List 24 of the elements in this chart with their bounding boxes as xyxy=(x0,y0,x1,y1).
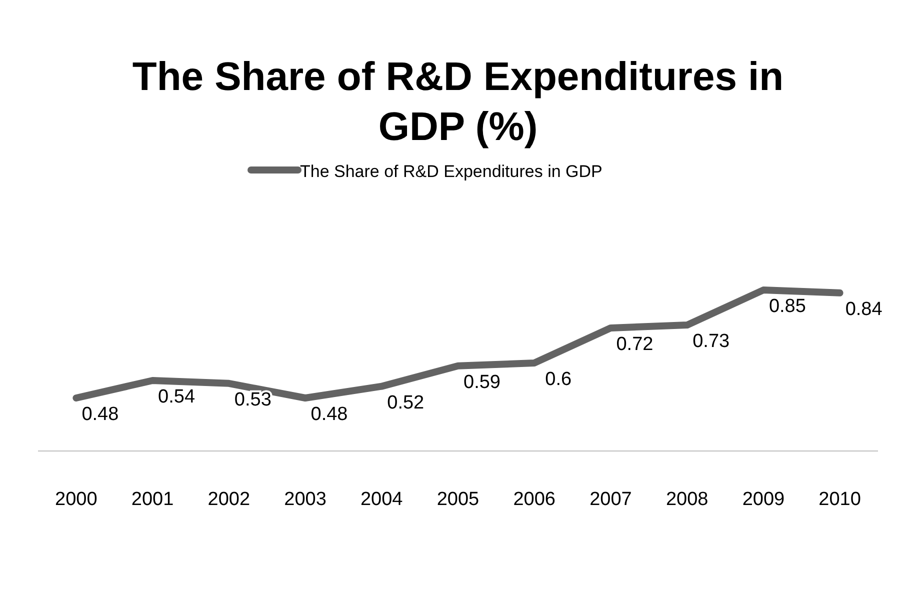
x-tick-label: 2002 xyxy=(208,489,250,510)
data-label: 0.52 xyxy=(387,392,424,414)
data-label: 0.48 xyxy=(310,404,348,425)
x-tick-label: 2004 xyxy=(360,489,404,510)
x-tick-label: 2010 xyxy=(818,489,861,510)
data-label: 0.72 xyxy=(616,334,654,355)
chart-title: The Share of R&D Expenditures in GDP (%) xyxy=(132,55,784,149)
data-label: 0.48 xyxy=(82,404,119,425)
legend-label: The Share of R&D Expenditures in GDP xyxy=(300,162,602,181)
x-tick-label: 2008 xyxy=(666,489,708,510)
data-label: 0.54 xyxy=(158,386,196,408)
x-tick-label: 2005 xyxy=(436,489,480,510)
x-tick-label: 2007 xyxy=(590,489,632,510)
data-label: 0.85 xyxy=(768,296,806,317)
x-tick-label: 2009 xyxy=(742,489,785,510)
x-tick-label: 2000 xyxy=(55,489,98,510)
x-tick-label: 2003 xyxy=(284,489,326,510)
x-tick-label: 2006 xyxy=(513,489,556,510)
data-label: 0.84 xyxy=(845,298,883,320)
data-label: 0.6 xyxy=(545,368,572,390)
data-label: 0.73 xyxy=(692,331,730,352)
data-label: 0.53 xyxy=(234,389,272,410)
data-label: 0.59 xyxy=(464,372,500,393)
x-tick-label: 2001 xyxy=(131,489,174,510)
